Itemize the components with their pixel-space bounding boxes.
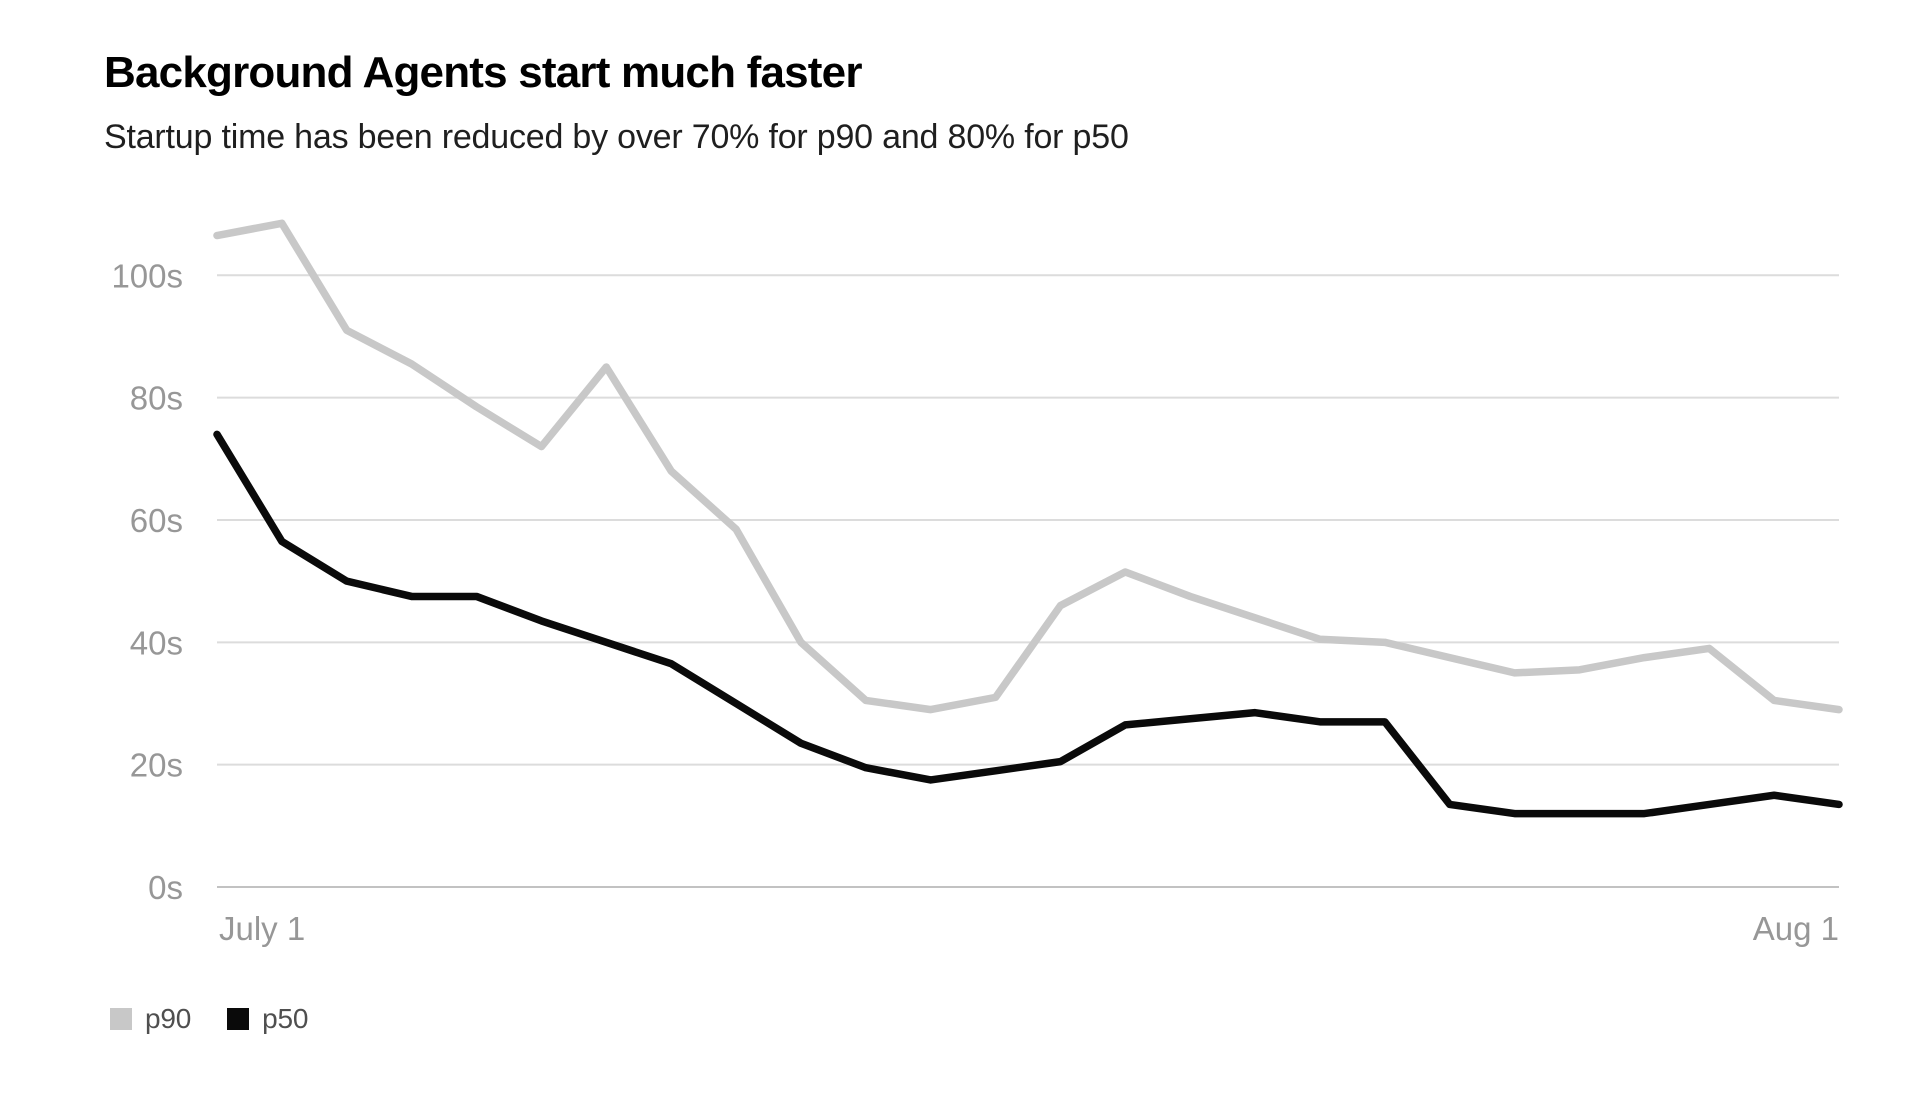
y-tick-label: 100s: [111, 257, 183, 294]
series-line-p50: [213, 430, 1843, 818]
legend-item-p90: p90: [110, 1003, 191, 1035]
chart-subtitle: Startup time has been reduced by over 70…: [104, 118, 1129, 156]
legend-item-p50: p50: [227, 1003, 308, 1035]
y-tick-label: 0s: [148, 869, 183, 906]
x-tick-label: July 1: [219, 910, 305, 947]
p90-series-swatch: [110, 1008, 132, 1030]
x-tick-label: Aug 1: [1753, 910, 1839, 947]
y-tick-label: 80s: [130, 380, 183, 417]
chart-title: Background Agents start much faster: [104, 48, 862, 97]
series-line-p90: [213, 219, 1843, 714]
p50-series-swatch: [227, 1008, 250, 1030]
y-tick-label: 40s: [130, 624, 183, 661]
legend-label-p50: p50: [262, 1003, 309, 1034]
y-tick-label: 20s: [130, 747, 183, 784]
chart-legend: p90 p50: [110, 1003, 308, 1035]
legend-label-p90: p90: [145, 1003, 192, 1034]
y-tick-label: 60s: [130, 502, 183, 539]
